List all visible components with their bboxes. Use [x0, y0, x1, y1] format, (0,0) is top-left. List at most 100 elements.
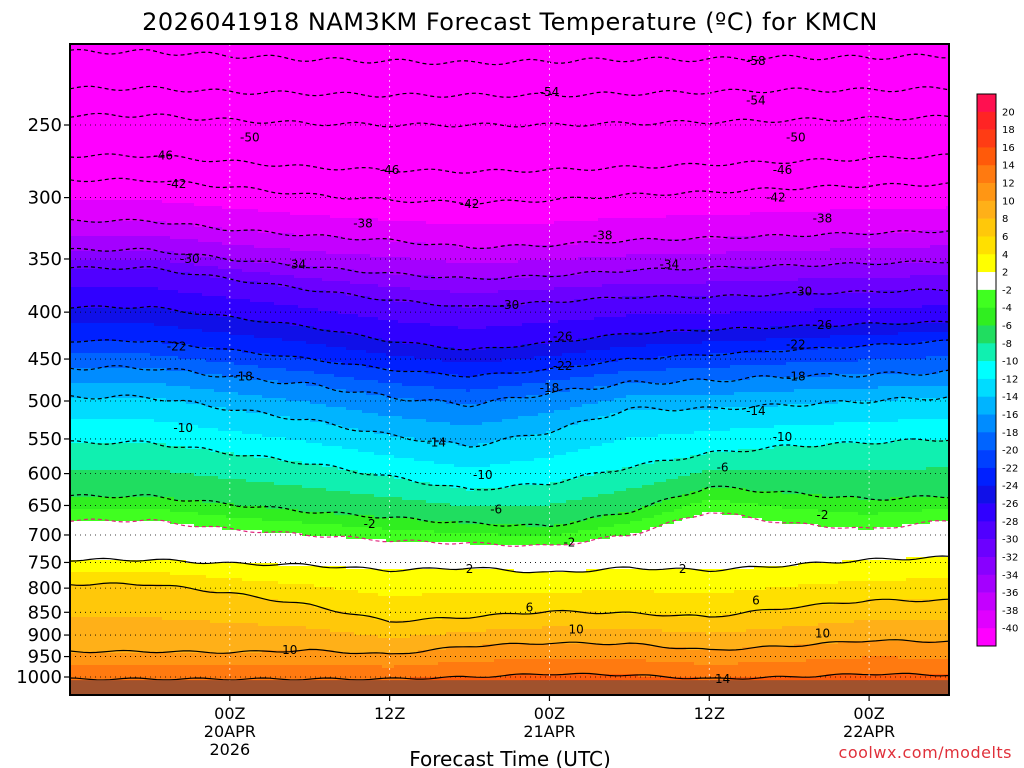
fill-cell [110, 617, 115, 654]
fill-cell [530, 371, 535, 384]
fill-cell [554, 431, 559, 456]
fill-cell [362, 665, 367, 681]
fill-cell [382, 530, 387, 540]
fill-cell [538, 383, 543, 396]
fill-cell [338, 269, 343, 282]
fill-cell [374, 284, 379, 300]
fill-cell [402, 44, 407, 222]
fill-cell [694, 431, 699, 456]
fill-cell [418, 371, 423, 387]
fill-cell [110, 560, 115, 573]
fill-cell [342, 470, 347, 492]
fill-cell [702, 632, 707, 651]
fill-cell [422, 323, 427, 345]
fill-cell [710, 254, 715, 270]
fill-cell [202, 503, 207, 516]
fill-cell [194, 44, 199, 207]
fill-cell [646, 359, 651, 372]
fill-cell [278, 398, 283, 417]
fill-cell [298, 665, 303, 681]
fill-cell [626, 437, 631, 468]
fill-cell [530, 545, 535, 573]
fill-cell [610, 413, 615, 444]
fill-cell [98, 521, 103, 561]
fill-cell [138, 653, 143, 666]
fill-cell [490, 401, 495, 423]
fill-cell [602, 299, 607, 318]
fill-cell [162, 572, 167, 588]
fill-cell [238, 260, 243, 270]
fill-cell [402, 437, 407, 459]
fill-cell [474, 44, 479, 225]
fill-cell [162, 260, 167, 270]
fill-cell [318, 422, 323, 444]
fill-cell [294, 44, 299, 216]
fill-cell [538, 458, 543, 486]
fill-cell [550, 302, 555, 324]
fill-cell [586, 365, 591, 378]
fill-cell [518, 371, 523, 387]
fill-cell [302, 326, 307, 342]
fill-cell [238, 410, 243, 432]
fill-cell [710, 569, 715, 594]
fill-cell [522, 593, 527, 615]
fill-cell [146, 341, 151, 354]
fill-cell [562, 44, 567, 222]
fill-cell [682, 593, 687, 618]
fill-cell [90, 308, 95, 324]
fill-cell [562, 245, 567, 261]
fill-cell [590, 446, 595, 477]
fill-cell [198, 206, 203, 228]
fill-cell [490, 389, 495, 402]
fill-cell [106, 509, 111, 522]
fill-cell [82, 341, 87, 354]
fill-cell [490, 374, 495, 390]
fill-cell [626, 254, 631, 270]
fill-cell [690, 632, 695, 651]
fill-cell [222, 296, 227, 318]
fill-cell [494, 629, 499, 645]
fill-cell [302, 278, 307, 291]
fill-cell [122, 419, 127, 444]
fill-cell [458, 632, 463, 648]
fill-cell [630, 674, 635, 684]
fill-cell [490, 326, 495, 348]
fill-cell [290, 383, 295, 402]
fill-cell [478, 569, 483, 594]
fill-cell [510, 485, 515, 507]
fill-cell [438, 347, 443, 360]
fill-cell [654, 284, 659, 297]
fill-cell [230, 299, 235, 318]
fill-cell [286, 212, 291, 234]
fill-cell [238, 335, 243, 351]
fill-cell [130, 308, 135, 324]
fill-cell [710, 353, 715, 369]
fill-cell [226, 260, 231, 270]
fill-cell [630, 512, 635, 522]
fill-cell [198, 359, 203, 375]
fill-cell [486, 44, 491, 225]
fill-cell [266, 263, 271, 273]
fill-cell [218, 578, 223, 594]
fill-cell [338, 44, 343, 219]
fill-cell [354, 380, 359, 393]
fill-cell [342, 254, 347, 270]
fill-cell [606, 539, 611, 570]
fill-cell [642, 395, 647, 411]
fill-cell [578, 542, 583, 573]
fill-cell [326, 347, 331, 363]
fill-cell [122, 584, 127, 618]
fill-cell [578, 422, 583, 450]
fill-cell [330, 566, 335, 588]
fill-cell [642, 410, 647, 438]
fill-cell [242, 563, 247, 582]
fill-cell [410, 302, 415, 324]
fill-cell [346, 392, 351, 411]
fill-cell [662, 269, 667, 285]
fill-cell [586, 287, 591, 300]
fill-cell [726, 44, 731, 216]
fill-cell [330, 218, 335, 237]
fill-cell [478, 305, 483, 330]
fill-cell [142, 443, 147, 471]
fill-cell [410, 323, 415, 345]
